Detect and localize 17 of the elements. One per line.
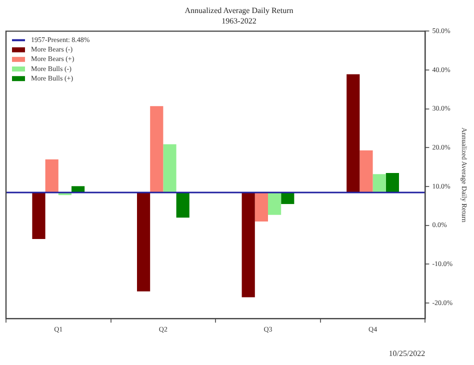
bar xyxy=(136,192,150,292)
chart-title: Annualized Average Daily Return xyxy=(184,6,294,15)
bar xyxy=(268,192,282,215)
bar xyxy=(254,192,268,222)
text: 10/25/2022 xyxy=(388,349,426,358)
bar xyxy=(360,150,373,192)
bar xyxy=(346,74,360,192)
chart-subtitle: 1963-2022 xyxy=(222,16,256,26)
bar xyxy=(32,192,46,239)
bar xyxy=(372,174,386,192)
bar xyxy=(45,159,58,192)
bar xyxy=(386,172,399,192)
bar xyxy=(242,192,255,298)
bar xyxy=(176,192,190,218)
bar xyxy=(163,144,176,192)
bar xyxy=(281,192,294,204)
bar xyxy=(150,106,164,192)
